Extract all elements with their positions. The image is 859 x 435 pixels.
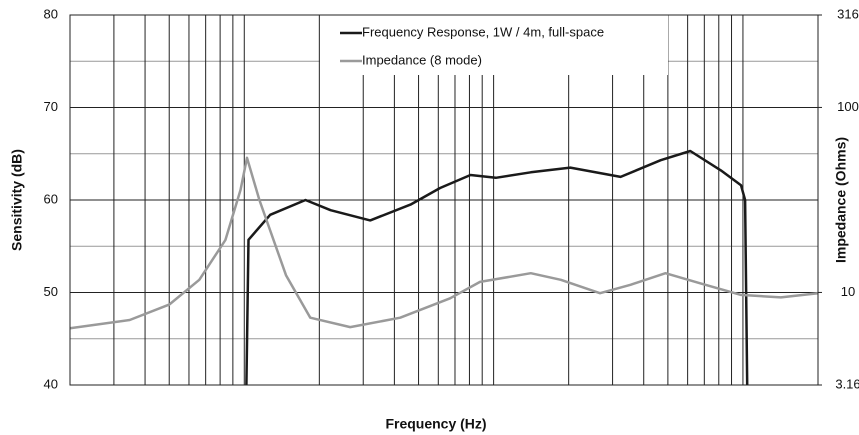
legend-label: Impedance (8 mode) xyxy=(362,52,482,67)
series-line xyxy=(69,156,819,330)
plot-frame xyxy=(69,14,819,386)
y2-axis-title: Impedance (Ohms) xyxy=(833,137,849,263)
y2-tick-label: 10 xyxy=(841,284,855,299)
series-line xyxy=(245,149,749,386)
y-tick-label: 40 xyxy=(44,376,58,391)
y-tick-label: 60 xyxy=(44,191,58,206)
y-tick-label: 50 xyxy=(44,284,58,299)
y2-tick-label: 3.16 xyxy=(835,376,859,391)
x-axis-title: Frequency (Hz) xyxy=(385,416,486,432)
y-tick-label: 70 xyxy=(44,99,58,114)
y2-tick-label: 100 xyxy=(837,99,859,114)
legend-box xyxy=(320,15,668,75)
y-tick-label: 80 xyxy=(44,6,58,21)
y-axis-title: Sensitivity (dB) xyxy=(9,149,25,251)
y2-tick-label: 316 xyxy=(837,6,859,21)
legend-label: Frequency Response, 1W / 4m, full-space xyxy=(362,24,604,39)
